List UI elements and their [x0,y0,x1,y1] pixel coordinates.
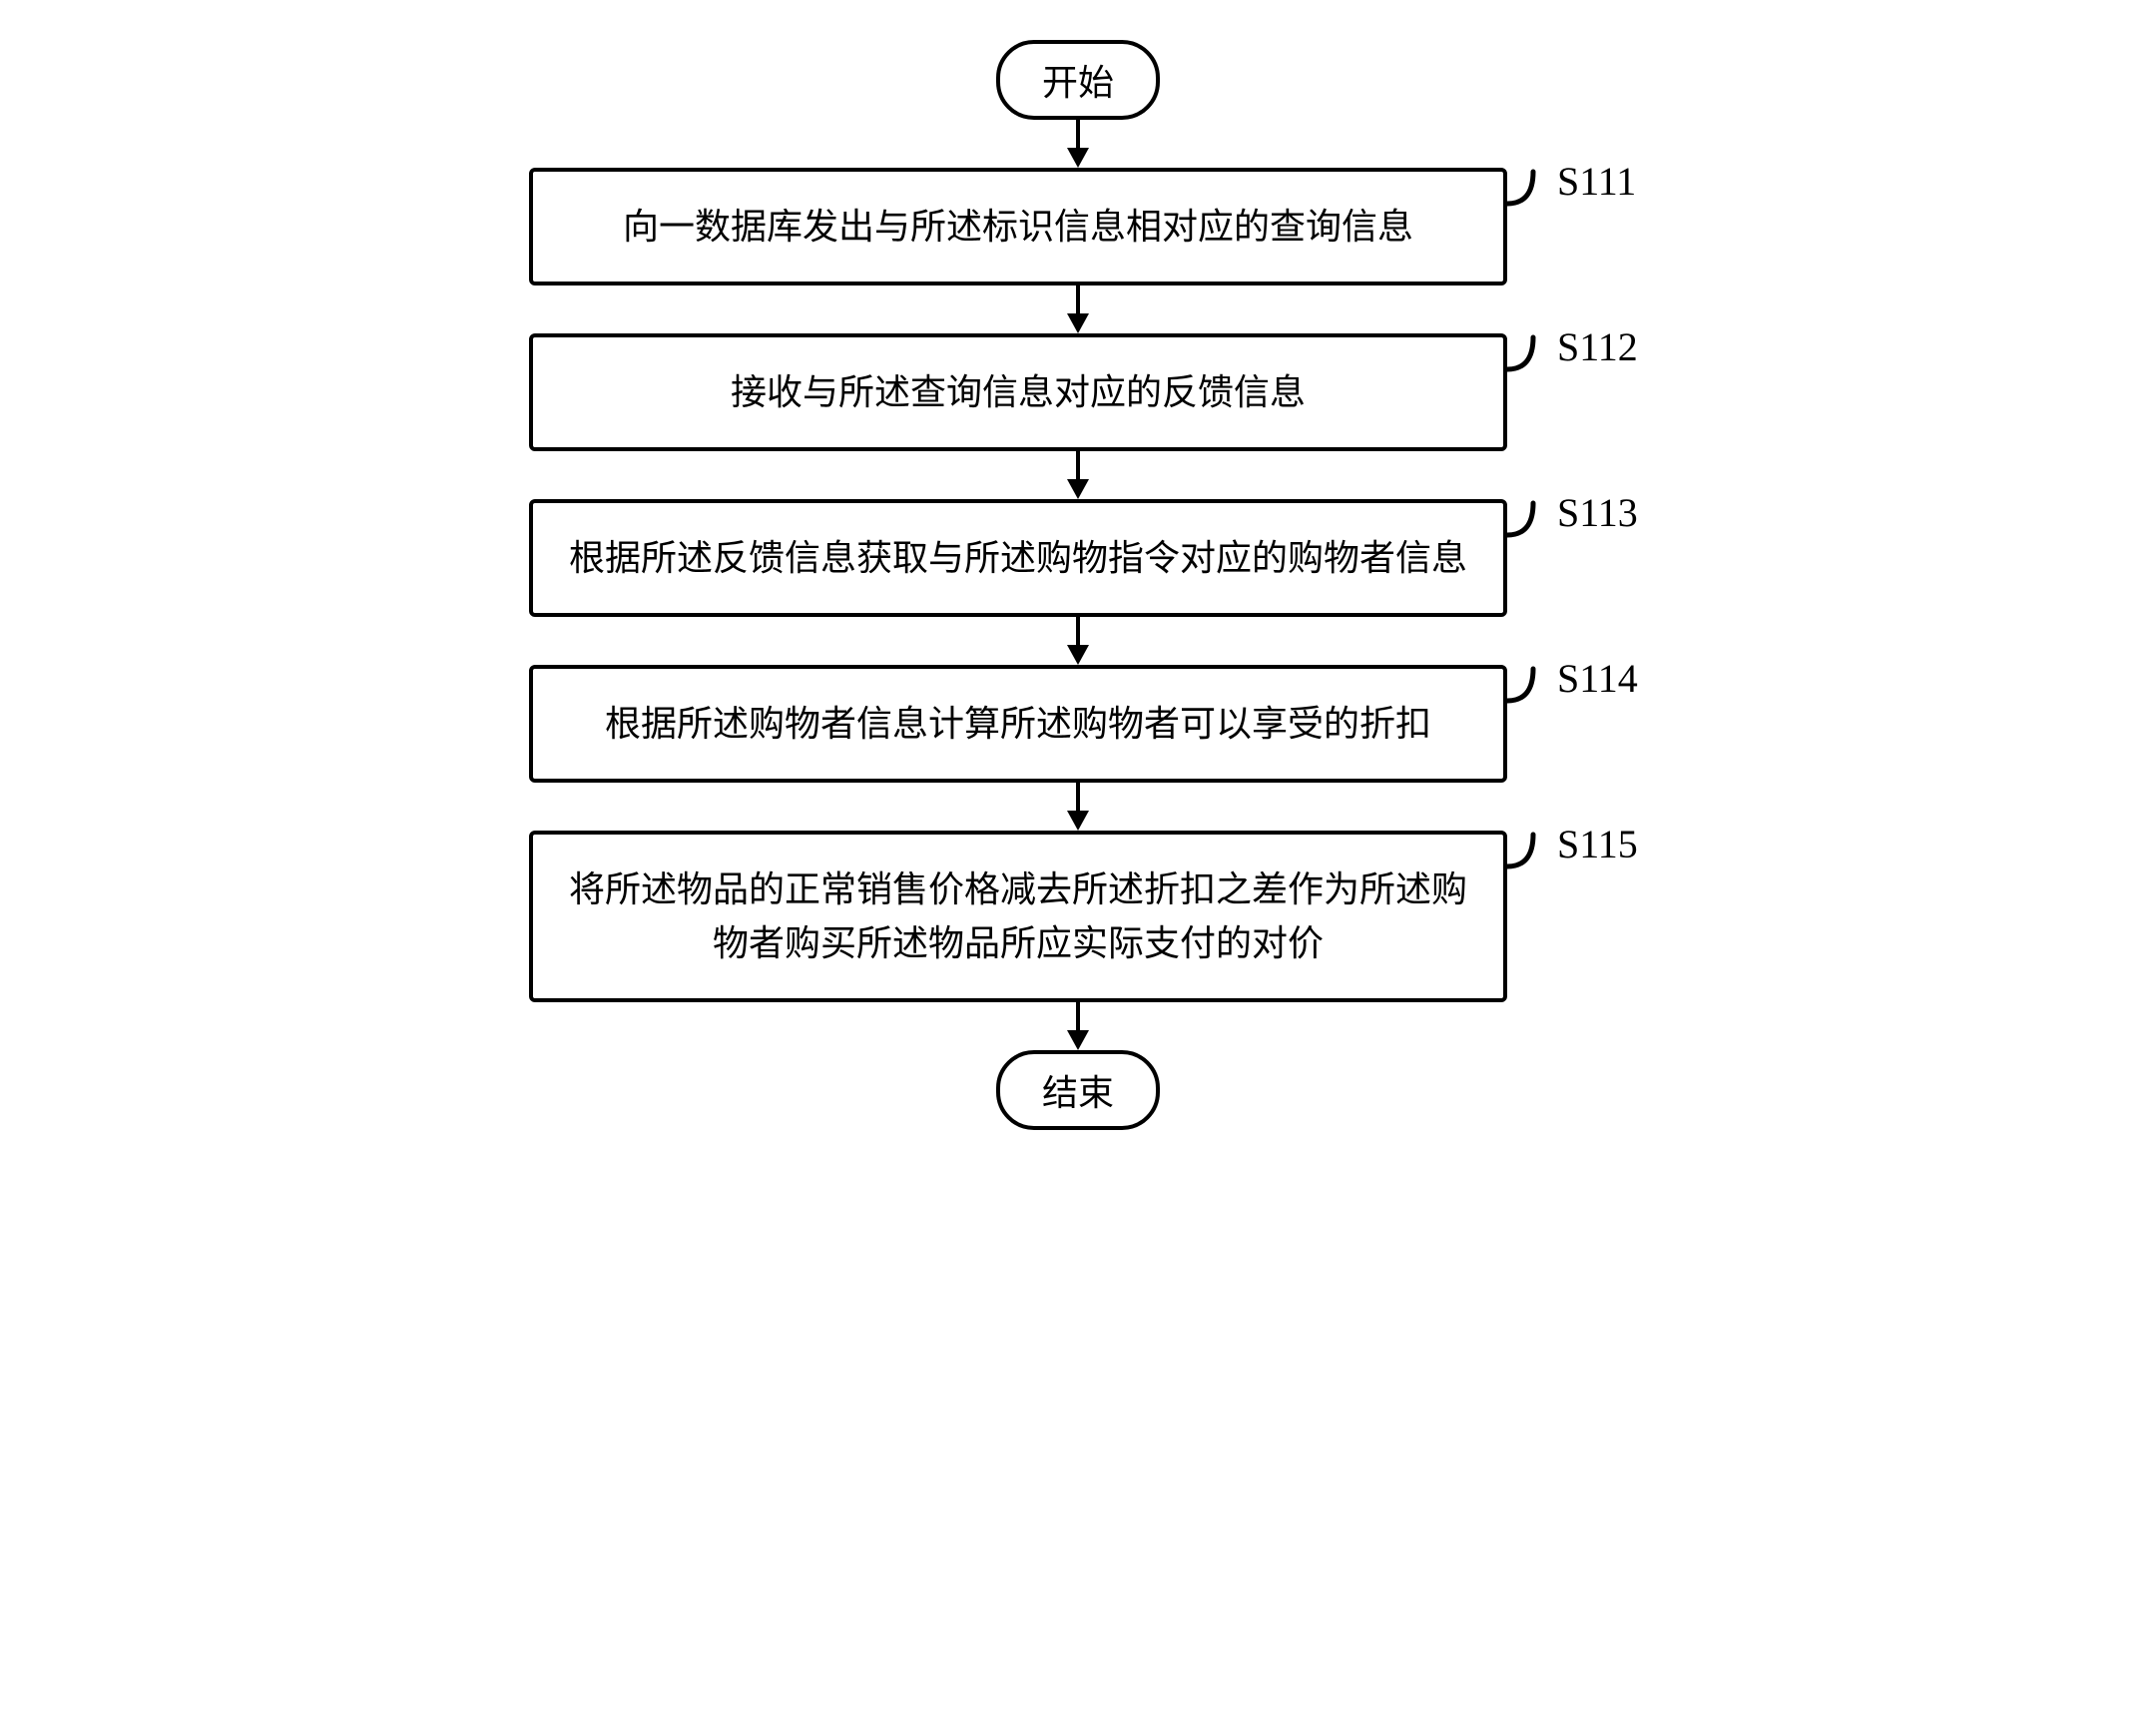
end-terminal: 结束 [996,1050,1160,1130]
label-wrap-s112: S112 [1507,323,1638,379]
arrow-s115-end [1063,1002,1093,1050]
process-text-s113: 根据所述反馈信息获取与所述购物指令对应的购物者信息 [569,538,1467,578]
process-box-s114: 根据所述购物者信息计算所述购物者可以享受的折扣 [529,665,1507,783]
step-label-s115: S115 [1553,821,1638,867]
step-row-s111: 向一数据库发出与所述标识信息相对应的查询信息 S111 [529,168,1627,286]
process-box-s113: 根据所述反馈信息获取与所述购物指令对应的购物者信息 [529,499,1507,617]
connector-s115 [1507,821,1553,876]
connector-s113 [1507,489,1553,545]
process-text-s114: 根据所述购物者信息计算所述购物者可以享受的折扣 [605,704,1431,744]
label-wrap-s115: S115 [1507,821,1638,876]
step-row-s112: 接收与所述查询信息对应的反馈信息 S112 [529,333,1627,451]
step-label-s113: S113 [1553,489,1638,536]
arrow-s114-s115 [1063,783,1093,831]
label-wrap-s111: S111 [1507,158,1636,214]
process-box-s115: 将所述物品的正常销售价格减去所述折扣之差作为所述购物者购买所述物品所应实际支付的… [529,831,1507,1002]
process-box-s112: 接收与所述查询信息对应的反馈信息 [529,333,1507,451]
arrow-start-s111 [1063,120,1093,168]
connector-s111 [1507,158,1553,214]
step-row-s115: 将所述物品的正常销售价格减去所述折扣之差作为所述购物者购买所述物品所应实际支付的… [529,831,1627,1002]
connector-s114 [1507,655,1553,711]
flowchart-container: 开始 向一数据库发出与所述标识信息相对应的查询信息 S111 接收与所述查询信息… [529,40,1627,1130]
arrow-s113-s114 [1063,617,1093,665]
connector-s112 [1507,323,1553,379]
process-text-s112: 接收与所述查询信息对应的反馈信息 [731,372,1306,412]
end-text: 结束 [1042,1073,1114,1113]
arrow-s111-s112 [1063,286,1093,333]
process-text-s111: 向一数据库发出与所述标识信息相对应的查询信息 [623,207,1413,247]
process-text-s115: 将所述物品的正常销售价格减去所述折扣之差作为所述购物者购买所述物品所应实际支付的… [569,869,1467,963]
arrow-s112-s113 [1063,451,1093,499]
label-wrap-s114: S114 [1507,655,1638,711]
step-row-s114: 根据所述购物者信息计算所述购物者可以享受的折扣 S114 [529,665,1627,783]
process-box-s111: 向一数据库发出与所述标识信息相对应的查询信息 [529,168,1507,286]
step-label-s114: S114 [1553,655,1638,702]
step-label-s111: S111 [1553,158,1636,205]
start-text: 开始 [1042,63,1114,103]
label-wrap-s113: S113 [1507,489,1638,545]
step-row-s113: 根据所述反馈信息获取与所述购物指令对应的购物者信息 S113 [529,499,1627,617]
start-terminal: 开始 [996,40,1160,120]
step-label-s112: S112 [1553,323,1638,370]
